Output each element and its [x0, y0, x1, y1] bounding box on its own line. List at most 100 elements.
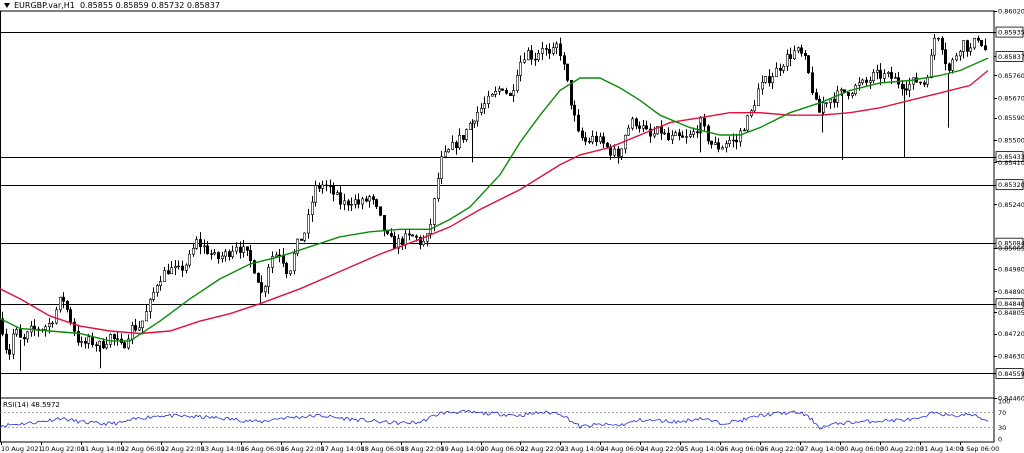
y-tick-label: 0.84460 [998, 395, 1024, 403]
candle-body [691, 131, 695, 135]
candle-body [446, 149, 450, 153]
candle-body [353, 199, 357, 205]
moving-average-slow [0, 69, 989, 335]
candle-body [644, 125, 648, 130]
candle-body [396, 238, 400, 249]
candle-body [540, 48, 544, 54]
candle-body [374, 199, 378, 208]
candle-body [947, 63, 951, 71]
candle-body [763, 76, 767, 83]
candle-body [385, 230, 389, 234]
candle-body [425, 233, 429, 242]
candle-body [292, 252, 296, 272]
candle-body [706, 125, 710, 142]
y-tick-label: 0.85065 [998, 244, 1024, 252]
candle-body [648, 128, 652, 137]
price-level-tag [995, 237, 1024, 249]
candle-body [443, 151, 447, 158]
candle-body [472, 120, 476, 124]
candle-body [414, 235, 418, 238]
y-tick-label: 0.84840 [998, 300, 1024, 308]
candle-body [922, 82, 926, 85]
candle-body [972, 38, 976, 49]
x-tick-label: 26 Aug 22:00 [760, 445, 804, 453]
candle-body [670, 135, 674, 140]
candle-body [403, 233, 407, 245]
candle-body [630, 118, 634, 129]
candle-body [526, 50, 530, 61]
candle-body [709, 140, 713, 145]
candle-body [324, 184, 328, 187]
candle-body [432, 198, 436, 225]
candle-body [113, 334, 117, 339]
candle-body [882, 73, 886, 79]
candle-body [547, 49, 551, 54]
candle-body [619, 148, 623, 157]
x-tick-label: 17 Aug 14:00 [321, 445, 365, 453]
candle-body [407, 233, 411, 236]
main-panel-frame [0, 10, 995, 399]
y-tick-label: 0.84630 [998, 352, 1024, 360]
candle-body [983, 45, 987, 51]
candle-body [961, 40, 965, 52]
candle-body [266, 267, 270, 287]
candle-body [504, 89, 508, 94]
rsi-panel: 100 70 30 0 [0, 398, 1010, 444]
candle-body [511, 90, 515, 96]
candle-body [752, 105, 756, 112]
candle-body [940, 37, 944, 50]
candle-body [799, 47, 803, 54]
candle-body [655, 126, 659, 135]
candle-body [652, 133, 656, 137]
candle-body [274, 254, 278, 257]
candle-body [792, 50, 796, 59]
candle-body [490, 94, 494, 97]
y-tick-label: 0.84559 [998, 370, 1024, 378]
y-tick-label: 0.84890 [998, 288, 1024, 296]
candle-body [641, 125, 645, 129]
candle-body [875, 69, 879, 73]
candle-body [400, 238, 404, 245]
x-tick-label: 16 Aug 22:00 [281, 445, 325, 453]
candle-body [673, 132, 677, 136]
candle-body [814, 92, 818, 100]
candle-body [231, 250, 235, 257]
candle-body [976, 38, 980, 41]
candle-body [482, 103, 486, 109]
x-tick-label: 18 Aug 22:00 [401, 445, 445, 453]
y-tick-label: 0.85837 [998, 53, 1024, 61]
candle-body [929, 54, 933, 79]
candle-body [979, 39, 983, 47]
candle-body [277, 254, 281, 257]
candle-body [781, 65, 785, 71]
candle-body [536, 53, 540, 60]
candle-body [529, 50, 533, 60]
candle-body [680, 135, 684, 138]
candle-body [558, 43, 562, 56]
candle-body [367, 196, 371, 202]
candle-body [69, 309, 73, 323]
x-tick-label: 10 Aug 2021 [1, 445, 43, 453]
candle-body [342, 200, 346, 205]
chart-frame [0, 10, 995, 443]
candle-body [450, 142, 454, 150]
y-tick-label: 0.85500 [998, 137, 1024, 145]
candle-body [127, 338, 131, 349]
candles [0, 34, 987, 371]
candle-body [950, 59, 954, 71]
candle-body [918, 81, 922, 84]
candle-body [475, 112, 479, 122]
candle-body [770, 76, 774, 84]
candle-body [565, 63, 569, 81]
x-tick-label: 24 Aug 06:00 [600, 445, 644, 453]
candle-body [508, 92, 512, 96]
candle-body [464, 129, 468, 140]
candle-body [889, 72, 893, 79]
candle-body [392, 235, 396, 249]
dropdown-triangle-icon[interactable] [4, 3, 10, 8]
candle-body [410, 234, 414, 237]
candle-body [47, 323, 51, 328]
candle-body [302, 232, 306, 241]
candle-body [554, 43, 558, 48]
